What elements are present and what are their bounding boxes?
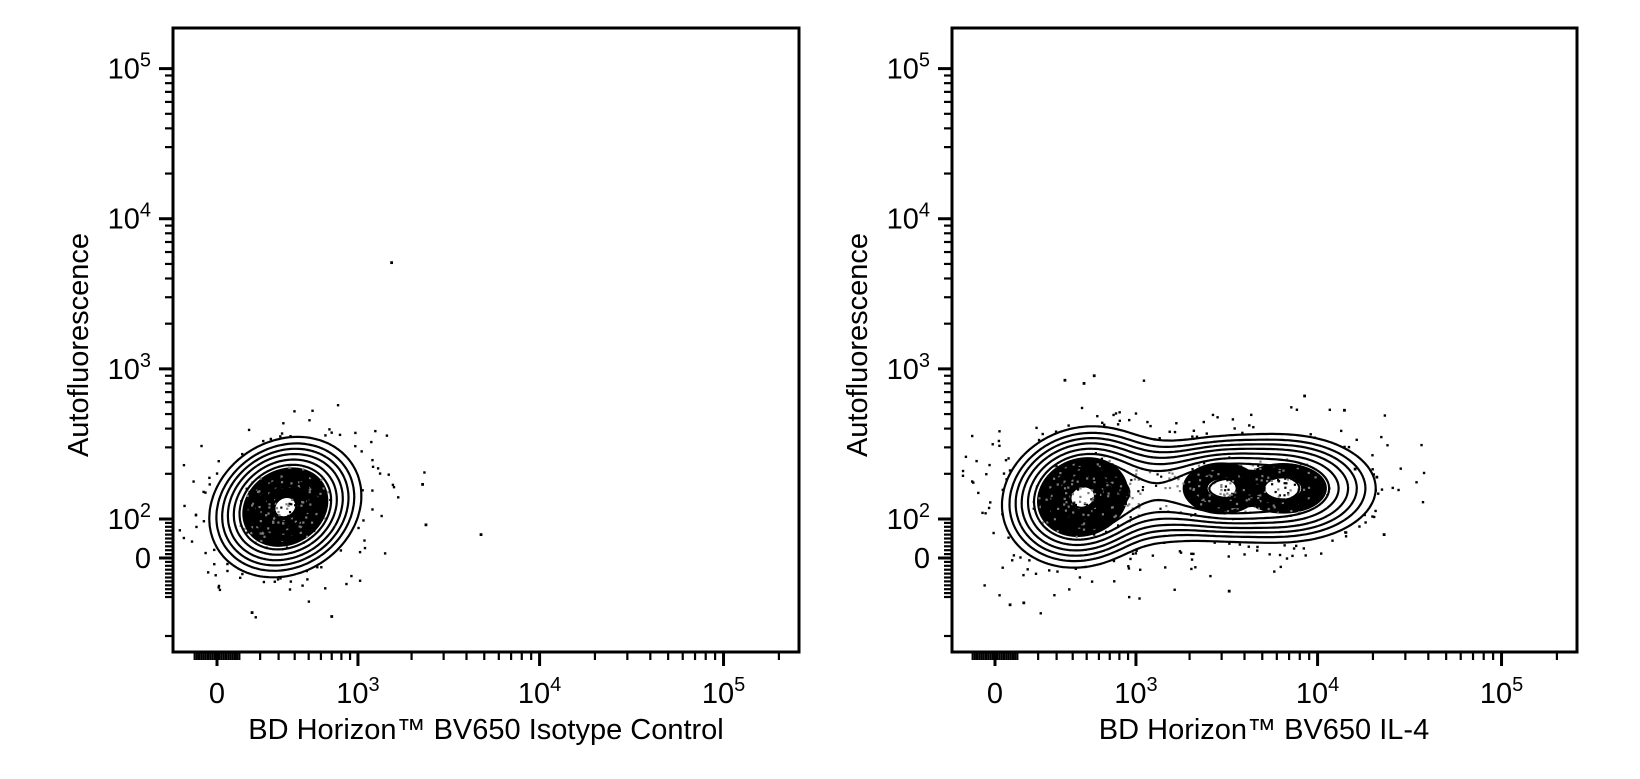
plot-content-il4: 0 103 104 105 0 102 103 104 105 xyxy=(887,26,1579,710)
svg-text:104: 104 xyxy=(108,200,151,236)
svg-text:105: 105 xyxy=(702,674,745,710)
svg-text:103: 103 xyxy=(887,350,930,386)
svg-text:103: 103 xyxy=(336,674,379,710)
svg-text:0: 0 xyxy=(135,543,151,575)
svg-text:104: 104 xyxy=(518,674,561,710)
x-axis-title-isotype-control: BD Horizon™ BV650 Isotype Control xyxy=(248,714,724,746)
y-axis-ticks xyxy=(938,67,952,638)
svg-text:105: 105 xyxy=(887,50,930,86)
contour-lines xyxy=(208,435,363,579)
outlier-dots xyxy=(250,261,483,618)
y-tick-labels: 0 102 103 104 105 xyxy=(108,50,151,575)
svg-text:103: 103 xyxy=(108,350,151,386)
contour-lines xyxy=(1000,425,1377,569)
svg-text:102: 102 xyxy=(108,500,151,536)
x-axis-ticks xyxy=(971,652,1559,666)
svg-text:104: 104 xyxy=(1296,674,1339,710)
x-axis-title-il4: BD Horizon™ BV650 IL-4 xyxy=(1099,714,1429,746)
svg-text:105: 105 xyxy=(108,50,151,86)
svg-text:103: 103 xyxy=(1114,674,1157,710)
x-tick-labels: 0 103 104 105 xyxy=(987,674,1523,710)
plot-frame xyxy=(950,26,1579,654)
svg-text:105: 105 xyxy=(1480,674,1523,710)
outlier-dots xyxy=(1008,374,1386,607)
y-axis-title-autofluorescence-right: Autofluorescence xyxy=(842,233,874,457)
scatter-dots xyxy=(178,403,426,619)
svg-text:104: 104 xyxy=(887,200,930,236)
svg-text:0: 0 xyxy=(209,678,225,710)
x-axis-ticks xyxy=(193,652,781,666)
plot-content-isotype: 0 103 104 105 0 102 103 104 105 xyxy=(108,26,801,710)
svg-text:102: 102 xyxy=(887,500,930,536)
y-tick-labels: 0 102 103 104 105 xyxy=(887,50,930,575)
plot-isotype-control: 0 103 104 105 0 102 103 104 105 BD Horizon™ BV65… xyxy=(63,26,801,746)
y-axis-ticks xyxy=(159,67,173,638)
plot-il4: 0 103 104 105 0 102 103 104 105 BD Horizon™ BV65… xyxy=(842,26,1579,746)
y-axis-title-autofluorescence-left: Autofluorescence xyxy=(63,233,95,457)
scatter-dots xyxy=(961,379,1426,615)
plot-frame xyxy=(171,26,801,654)
svg-text:0: 0 xyxy=(987,678,1003,710)
svg-text:0: 0 xyxy=(914,543,930,575)
x-tick-labels: 0 103 104 105 xyxy=(209,674,745,710)
